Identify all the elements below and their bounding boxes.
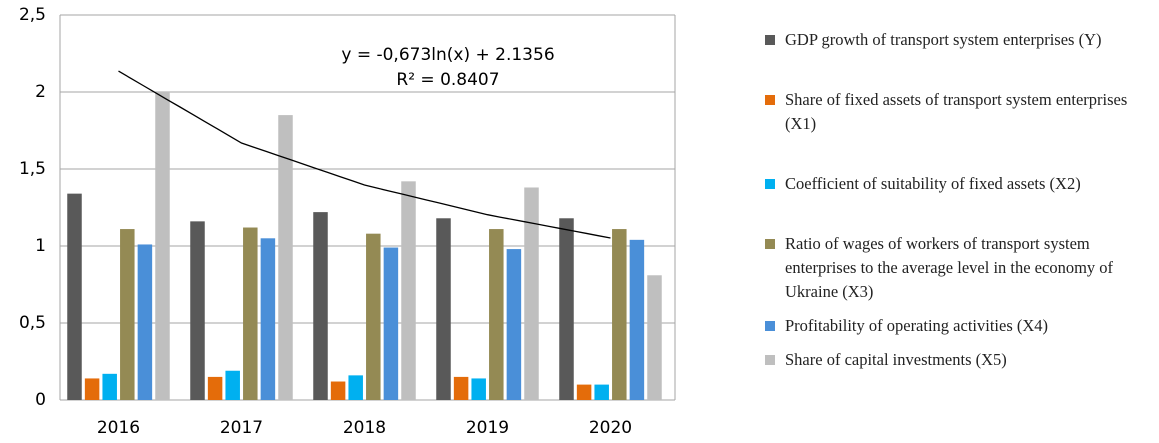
bar	[207, 376, 223, 400]
legend-label: Share of capital investments (X5)	[785, 350, 1007, 369]
legend-label: Share of fixed assets of transport syste…	[785, 90, 1128, 133]
bar	[84, 378, 100, 400]
legend-item: Share of fixed assets of transport syste…	[765, 88, 1157, 136]
trend-r-squared: R² = 0.8407	[396, 70, 499, 90]
trend-equation: y = -0,673ln(x) + 2.1356	[341, 45, 554, 65]
bar	[594, 384, 609, 400]
bar	[383, 247, 399, 400]
bar	[313, 212, 328, 400]
x-tick-label: 2020	[589, 418, 632, 438]
legend-item: Share of capital investments (X5)	[765, 348, 1157, 372]
bar	[67, 193, 82, 400]
legend-item: Ratio of wages of workers of transport s…	[765, 232, 1157, 304]
bar	[366, 233, 381, 400]
chart: y = -0,673ln(x) + 2.1356 R² = 0.8407 0 0,…	[19, 5, 676, 438]
legend-swatch	[765, 239, 775, 249]
legend: GDP growth of transport system enterpris…	[765, 28, 1157, 372]
y-tick-label: 2	[35, 82, 46, 102]
bar	[647, 275, 662, 400]
bar	[559, 218, 574, 400]
bar	[436, 218, 451, 400]
bar	[524, 187, 539, 400]
bar	[190, 221, 205, 400]
y-tick-label: 1	[35, 236, 46, 256]
x-tick-label: 2018	[343, 418, 386, 438]
x-tick-label: 2017	[220, 418, 263, 438]
legend-label: Coefficient of suitability of fixed asse…	[785, 174, 1081, 193]
legend-label: Ratio of wages of workers of transport s…	[785, 234, 1114, 301]
bar	[278, 115, 293, 400]
bar	[155, 92, 170, 400]
y-tick-label: 0,5	[19, 313, 46, 333]
legend-swatch	[765, 321, 775, 331]
bar	[576, 384, 592, 400]
bar	[489, 229, 504, 400]
y-tick-label: 2,5	[19, 5, 46, 25]
legend-item: GDP growth of transport system enterpris…	[765, 28, 1157, 52]
legend-swatch	[765, 179, 775, 189]
bar	[612, 229, 627, 400]
bar	[120, 229, 135, 400]
bar	[471, 378, 486, 400]
bar	[629, 239, 645, 400]
legend-label: GDP growth of transport system enterpris…	[785, 30, 1102, 49]
bar	[348, 375, 363, 400]
legend-swatch	[765, 95, 775, 105]
legend-item: Coefficient of suitability of fixed asse…	[765, 172, 1157, 196]
bar	[330, 381, 346, 400]
bar	[506, 249, 522, 400]
bar	[243, 227, 258, 400]
x-tick-label: 2016	[97, 418, 140, 438]
y-tick-label: 1,5	[19, 159, 46, 179]
bar	[137, 244, 153, 400]
legend-label: Profitability of operating activities (X…	[785, 316, 1049, 335]
y-tick-label: 0	[35, 390, 46, 410]
bar	[453, 376, 469, 400]
bar	[102, 373, 117, 400]
legend-swatch	[765, 35, 775, 45]
legend-item: Profitability of operating activities (X…	[765, 314, 1157, 338]
bar	[260, 238, 276, 400]
bar	[401, 181, 416, 400]
x-tick-label: 2019	[466, 418, 509, 438]
bar	[225, 370, 240, 400]
legend-swatch	[765, 355, 775, 365]
trend-line	[118, 70, 611, 239]
